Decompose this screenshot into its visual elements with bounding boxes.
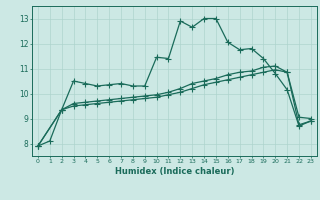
X-axis label: Humidex (Indice chaleur): Humidex (Indice chaleur) — [115, 167, 234, 176]
